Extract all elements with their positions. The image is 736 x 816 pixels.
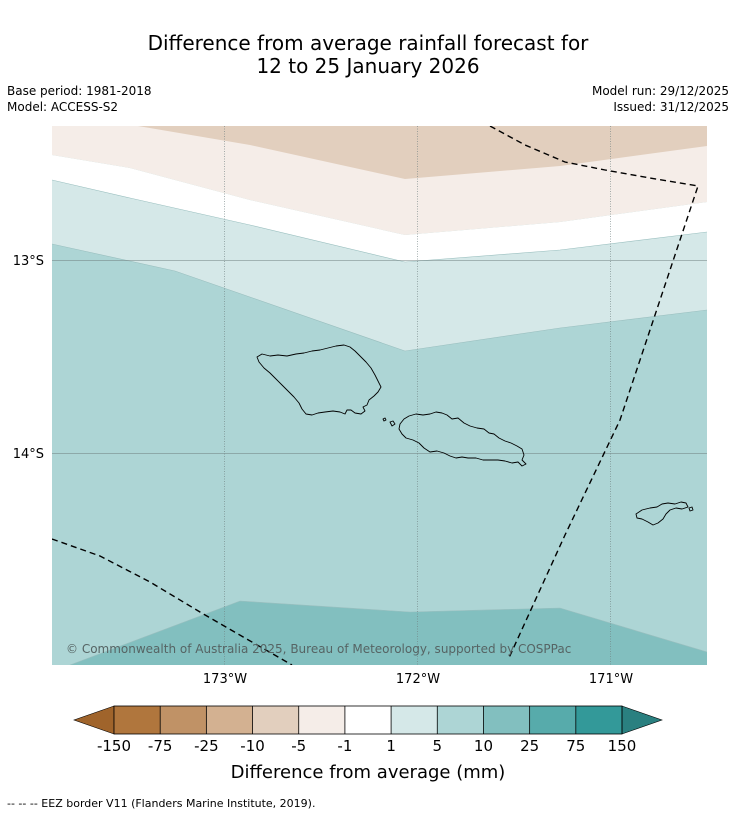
eez-note: -- -- -- EEZ border V11 (Flanders Marine… bbox=[7, 797, 316, 810]
base-period-text: Base period: 1981-2018 bbox=[7, 84, 152, 98]
colorbar-tick-label: 25 bbox=[520, 737, 539, 755]
aunuu-island bbox=[688, 506, 694, 512]
upolu-island bbox=[398, 411, 527, 467]
colorbar-tick-label: -150 bbox=[97, 737, 131, 755]
model-text: Model: ACCESS-S2 bbox=[7, 100, 119, 114]
band-minus1-to-1 bbox=[52, 155, 707, 262]
colorbar-segment bbox=[344, 706, 392, 734]
band-minus10-to-minus5 bbox=[138, 126, 707, 179]
colorbar-segment bbox=[529, 706, 576, 734]
lat-label-13s: 13°S bbox=[13, 254, 44, 269]
model-run-text: Model run: 29/12/2025 bbox=[591, 84, 729, 98]
graticule bbox=[52, 126, 707, 665]
savaii-island bbox=[256, 344, 382, 416]
colorbar-tick-label: 10 bbox=[474, 737, 493, 755]
colorbar-segment bbox=[298, 706, 345, 734]
tutuila-island bbox=[635, 501, 689, 526]
apolima-island bbox=[382, 417, 387, 422]
map-title-line1: Difference from average rainfall forecas… bbox=[147, 31, 589, 55]
lon-label-172w: 172°W bbox=[396, 672, 440, 687]
colorbar-tick-label: 75 bbox=[566, 737, 585, 755]
colorbar-segment bbox=[437, 706, 484, 734]
colorbar-extend-high bbox=[621, 705, 663, 735]
colorbar-outline bbox=[113, 705, 623, 735]
lat-label-14s: 14°S bbox=[13, 447, 44, 462]
eez-border-southwest bbox=[52, 538, 293, 665]
colorbar-tick-label: -10 bbox=[240, 737, 265, 755]
coastlines bbox=[256, 344, 694, 526]
map-copyright: © Commonwealth of Australia 2025, Bureau… bbox=[66, 642, 571, 656]
issued-text: Issued: 31/12/2025 bbox=[613, 100, 729, 114]
colorbar-tick-label: -5 bbox=[291, 737, 306, 755]
colorbar-segment bbox=[252, 706, 299, 734]
colorbar-extend-low bbox=[73, 705, 115, 735]
colorbar-segment bbox=[391, 706, 438, 734]
band-10-to-25 bbox=[52, 601, 707, 665]
colorbar-tick-label: -75 bbox=[148, 737, 173, 755]
colorbar-segment bbox=[206, 706, 253, 734]
colorbar-tick-label: 150 bbox=[608, 737, 637, 755]
colorbar-tick-label: -25 bbox=[194, 737, 219, 755]
lon-label-173w: 173°W bbox=[203, 672, 247, 687]
rainfall-map bbox=[52, 126, 707, 665]
map-title-line2: 12 to 25 January 2026 bbox=[256, 54, 480, 78]
colorbar-segment bbox=[483, 706, 530, 734]
colorbar-title: Difference from average (mm) bbox=[231, 762, 506, 783]
colorbar-segment bbox=[114, 706, 161, 734]
band-1-to-5 bbox=[52, 180, 707, 351]
colorbar: -150 -75 -25 -10 -5 -1 1 5 10 25 75 150 bbox=[73, 705, 663, 755]
colorbar-tick-label: -1 bbox=[337, 737, 352, 755]
eez-border-east bbox=[489, 126, 699, 661]
colorbar-segment bbox=[575, 706, 622, 734]
colorbar-tick-label: 1 bbox=[386, 737, 396, 755]
eez-borders bbox=[52, 126, 699, 665]
manono-island bbox=[389, 420, 396, 427]
colorbar-tick-label: 5 bbox=[432, 737, 442, 755]
lon-label-171w: 171°W bbox=[589, 672, 633, 687]
colorbar-segment bbox=[160, 706, 207, 734]
